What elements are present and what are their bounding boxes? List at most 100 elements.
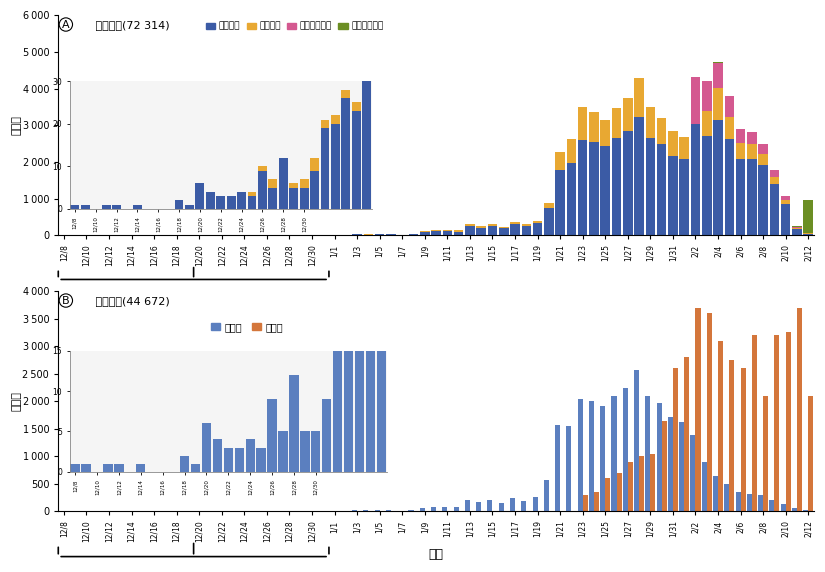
Bar (582, 495, 587, 511)
Bar (680, 160, 689, 236)
Bar (714, 88, 723, 120)
Bar (521, 224, 531, 227)
Bar (454, 232, 464, 236)
Bar (781, 204, 790, 236)
Bar (645, 396, 650, 511)
Bar (623, 98, 633, 132)
Bar (521, 227, 531, 236)
Bar (724, 484, 729, 511)
Bar (713, 476, 718, 511)
Bar (792, 229, 802, 236)
Bar (792, 509, 797, 511)
Bar (544, 202, 554, 208)
Bar (476, 502, 481, 511)
Bar (770, 170, 779, 177)
Bar (510, 498, 515, 511)
Bar (668, 132, 677, 156)
Bar (352, 235, 362, 236)
Bar (589, 112, 599, 142)
Legend: 确诊病例, 疑似病例, 临床诊断病例, 无症状感染者: 确诊病例, 疑似病例, 临床诊断病例, 无症状感染者 (206, 22, 384, 31)
Bar (555, 170, 565, 236)
Bar (476, 228, 486, 236)
Bar (797, 308, 802, 511)
Bar (611, 396, 616, 511)
Bar (363, 510, 369, 511)
Bar (662, 421, 667, 511)
Bar (724, 117, 734, 140)
Bar (606, 478, 610, 511)
Bar (724, 96, 734, 117)
Bar (420, 507, 425, 511)
Bar (442, 230, 452, 231)
Bar (758, 144, 768, 154)
Bar (741, 368, 746, 511)
Bar (702, 136, 711, 236)
Bar (352, 510, 357, 511)
Bar (420, 232, 430, 236)
Bar (736, 491, 741, 511)
Bar (431, 232, 441, 236)
Text: A: A (62, 19, 69, 30)
Bar (804, 234, 813, 236)
Bar (488, 500, 493, 511)
Bar (770, 500, 775, 511)
Bar (804, 510, 808, 511)
Bar (611, 138, 621, 236)
Bar (533, 224, 542, 236)
Bar (770, 177, 779, 184)
Bar (673, 368, 678, 511)
Bar (691, 77, 700, 124)
Bar (375, 234, 384, 236)
Bar (431, 507, 436, 511)
Bar (555, 152, 565, 170)
Bar (775, 335, 780, 511)
Bar (650, 454, 655, 511)
Bar (702, 110, 711, 136)
Bar (386, 235, 396, 236)
Bar (375, 510, 380, 511)
Bar (729, 360, 734, 511)
Bar (808, 396, 813, 511)
X-axis label: 日期: 日期 (428, 548, 444, 561)
Bar (668, 156, 677, 236)
Bar (499, 227, 508, 228)
Bar (707, 313, 712, 511)
Bar (785, 332, 791, 511)
Bar (691, 124, 700, 236)
Bar (498, 503, 504, 511)
Bar (702, 462, 707, 511)
Bar (691, 435, 695, 511)
Text: 确认病例(44 672): 确认病例(44 672) (92, 296, 170, 305)
Bar (747, 132, 757, 144)
Text: B: B (62, 296, 69, 305)
Bar (589, 401, 594, 511)
Bar (724, 140, 734, 236)
Bar (628, 462, 633, 511)
Bar (386, 510, 391, 511)
Text: 全部病例(72 314): 全部病例(72 314) (92, 19, 170, 30)
Bar (578, 399, 582, 511)
Bar (488, 225, 497, 236)
Bar (718, 341, 723, 511)
Bar (623, 388, 628, 511)
Bar (464, 500, 470, 511)
Bar (684, 358, 689, 511)
Bar (465, 226, 474, 236)
Bar (634, 117, 644, 236)
Bar (781, 200, 790, 204)
Bar (702, 81, 711, 110)
Bar (600, 406, 606, 511)
Bar (431, 230, 441, 232)
Bar (578, 108, 587, 140)
Bar (668, 417, 673, 511)
Bar (634, 371, 639, 511)
Bar (488, 224, 497, 225)
Bar (408, 234, 418, 236)
Bar (780, 505, 785, 511)
Bar (364, 235, 373, 236)
Bar (567, 163, 576, 236)
Bar (601, 146, 610, 236)
Bar (420, 231, 430, 232)
Bar (566, 426, 572, 511)
Bar (695, 308, 700, 511)
